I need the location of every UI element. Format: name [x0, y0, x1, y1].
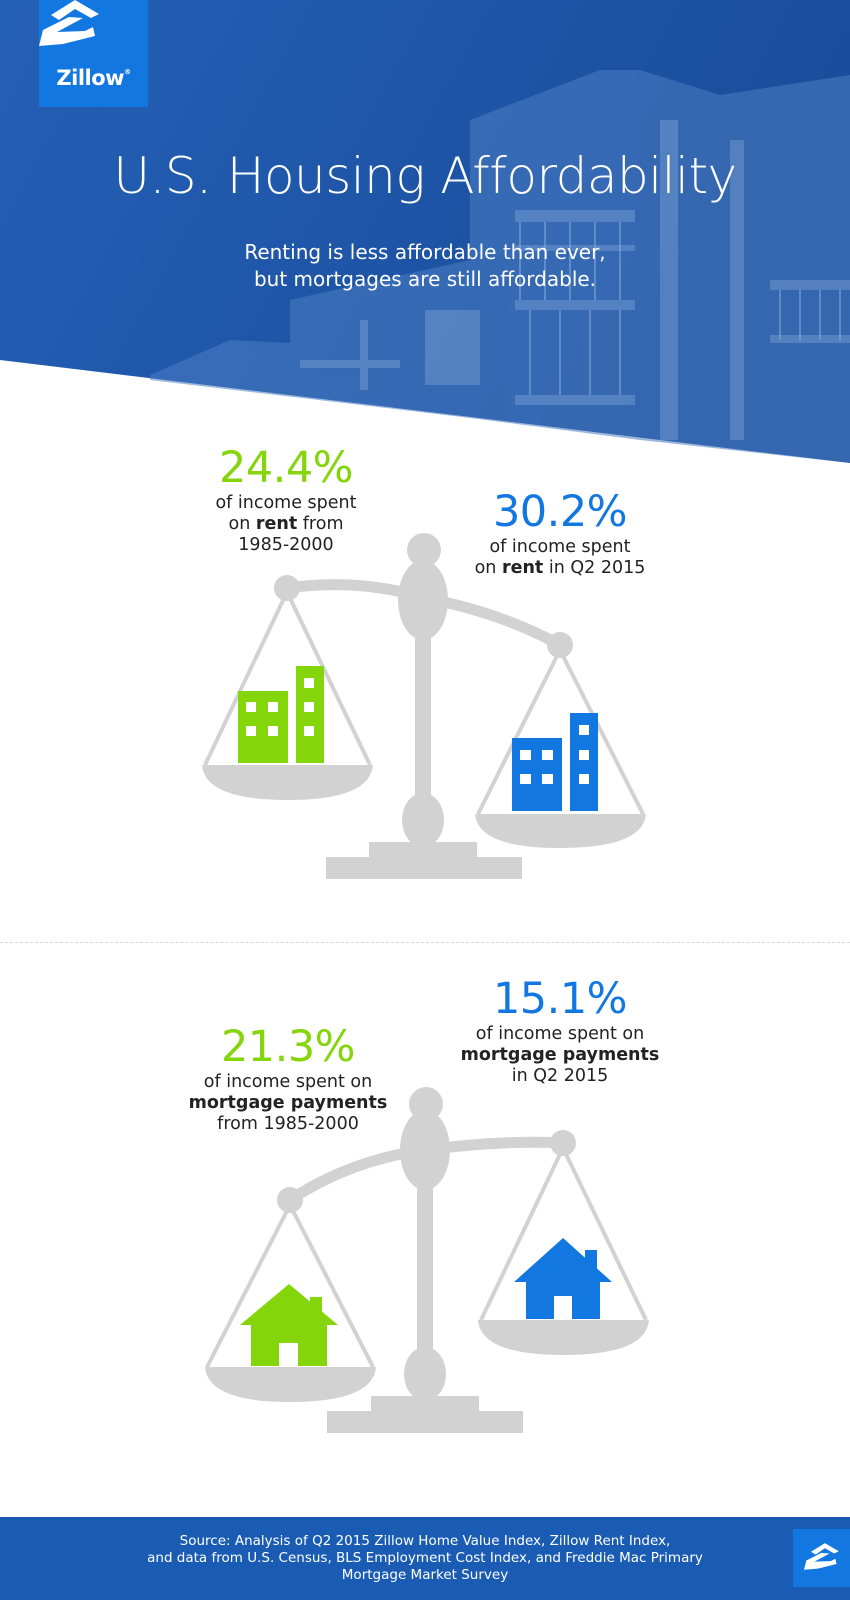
mortgage-current-description: of income spent on mortgage payments in …	[460, 1024, 660, 1086]
footer-zillow-logo[interactable]	[793, 1529, 850, 1587]
building-photo-overlay	[150, 70, 850, 463]
logo-text: Zillow®	[56, 66, 131, 90]
subtitle-line-1: Renting is less affordable than ever,	[244, 240, 606, 264]
rent-balance-scale	[202, 533, 646, 879]
rent-past-description: of income spent on rent from 1985-2000	[215, 493, 357, 555]
rent-current-description: of income spent on rent in Q2 2015	[474, 537, 646, 578]
house-icon	[240, 1284, 338, 1366]
apartment-building-icon	[512, 713, 598, 811]
balance-scale-icon	[327, 1087, 523, 1433]
rent-current-stat: 30.2% of income spent on rent in Q2 2015	[450, 487, 670, 579]
page-title: U.S. Housing Affordability	[113, 147, 737, 205]
hero-banner: Zillow® U.S. Housing Affordability Renti…	[0, 0, 850, 470]
mortgage-current-value: 15.1%	[492, 974, 628, 1024]
house-icon	[514, 1238, 612, 1319]
source-citation: Source: Analysis of Q2 2015 Zillow Home …	[147, 1533, 703, 1583]
mortgage-past-stat: 21.3% of income spent on mortgage paymen…	[168, 1022, 408, 1135]
page-subtitle: Renting is less affordable than ever, bu…	[0, 239, 850, 293]
mortgage-past-value: 21.3%	[220, 1022, 356, 1072]
rent-current-value: 30.2%	[492, 487, 628, 537]
hero-background	[0, 0, 850, 463]
mortgage-balance-scale	[205, 1087, 649, 1433]
section-divider	[0, 942, 850, 943]
zillow-logo-icon	[804, 1543, 839, 1570]
apartment-building-icon	[238, 666, 324, 763]
subtitle-line-2: but mortgages are still affordable.	[253, 267, 597, 291]
mortgage-past-description: of income spent on mortgage payments fro…	[188, 1072, 388, 1134]
footer: Source: Analysis of Q2 2015 Zillow Home …	[0, 1517, 850, 1600]
rent-past-stat: 24.4% of income spent on rent from 1985-…	[186, 443, 386, 556]
rent-past-value: 24.4%	[218, 443, 354, 493]
zillow-logo-icon	[39, 0, 99, 46]
mortgage-current-stat: 15.1% of income spent on mortgage paymen…	[440, 974, 680, 1087]
zillow-logo[interactable]: Zillow®	[39, 0, 148, 107]
